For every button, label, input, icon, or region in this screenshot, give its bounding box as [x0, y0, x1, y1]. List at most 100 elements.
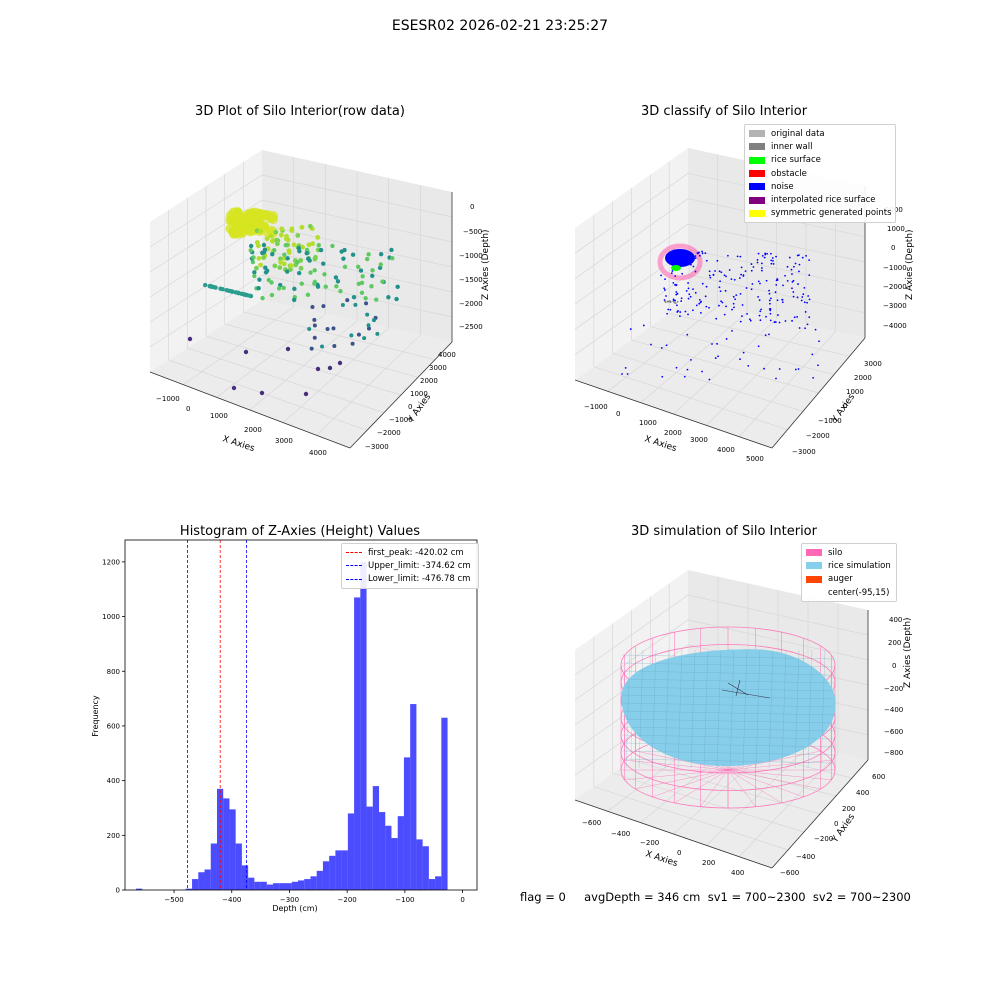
histogram-bar	[341, 850, 348, 890]
data-point	[774, 321, 777, 323]
data-point	[740, 266, 743, 269]
data-point	[316, 243, 321, 248]
data-point	[664, 278, 666, 281]
rice-mesh-line	[794, 649, 800, 769]
legend-swatch	[749, 209, 765, 217]
data-point	[310, 305, 315, 310]
data-point	[685, 253, 688, 256]
histogram-frame	[124, 539, 478, 891]
rice-mesh-line	[690, 649, 696, 769]
legend-entry: rice surface	[749, 154, 891, 167]
data-point	[660, 274, 662, 277]
legend-label: center(-95,15)	[828, 587, 890, 598]
y-tick-label: 400	[107, 777, 120, 785]
data-point	[731, 329, 733, 332]
data-point	[782, 284, 784, 287]
data-point	[798, 254, 800, 257]
data-point	[298, 265, 304, 271]
y-tick-label: 0	[116, 887, 120, 895]
raw-ztick: −2500	[459, 323, 483, 331]
data-point	[224, 287, 229, 293]
data-point	[366, 323, 371, 328]
x-tick-label: −200	[338, 896, 357, 904]
legend-swatch	[749, 143, 765, 151]
classify-xtick: 4000	[717, 446, 735, 454]
legend-swatch	[806, 562, 822, 570]
raw-xlabel: X Axies	[221, 434, 256, 454]
simulation-legend: silo rice simulation auger center(-95,15)	[801, 543, 897, 603]
simulation-3d-plot[interactable]: −600 −400 −200 0 200 400 X Axies 600 400…	[500, 500, 1000, 900]
data-point	[279, 226, 285, 232]
data-point	[281, 285, 286, 291]
data-point	[747, 364, 750, 367]
data-point	[270, 252, 275, 257]
data-point	[299, 224, 305, 230]
rice-mesh-line	[807, 649, 813, 769]
data-point	[733, 278, 736, 281]
data-point	[730, 278, 733, 280]
data-point	[680, 297, 683, 300]
data-point	[708, 270, 711, 273]
data-point	[243, 349, 249, 355]
data-point	[701, 370, 703, 373]
classify-xtick: 2000	[664, 429, 682, 437]
data-point	[709, 276, 712, 279]
data-point	[708, 274, 711, 277]
silo-spoke	[624, 769, 729, 781]
data-point	[728, 269, 731, 271]
data-point	[694, 255, 697, 258]
raw-3d-plot[interactable]: −1000 0 1000 2000 3000 4000 X Axies 4000…	[0, 0, 500, 480]
raw-point-cloud	[187, 207, 400, 397]
data-point	[680, 300, 683, 302]
data-point	[299, 281, 304, 286]
data-point	[750, 263, 753, 265]
data-point	[353, 302, 358, 307]
data-point	[674, 275, 677, 277]
data-point	[742, 351, 745, 354]
rice-mesh-line	[768, 649, 774, 769]
classify-ytick: −1000	[818, 417, 842, 425]
data-point	[798, 270, 800, 273]
classify-ztick: −4000	[883, 322, 907, 330]
data-point	[355, 264, 361, 270]
silo-spoke	[674, 769, 729, 804]
data-point	[732, 302, 735, 305]
data-point	[259, 390, 265, 396]
data-point	[312, 317, 317, 322]
data-point	[720, 300, 722, 303]
simulation-xtick: 400	[731, 869, 744, 877]
data-point	[736, 255, 739, 258]
raw-ytick: 2000	[420, 377, 438, 385]
histogram-chart[interactable]: −500 −400 −300 −200 −100 0 0 200 400 600 800 1000 12…	[0, 520, 500, 920]
data-point	[735, 294, 738, 296]
data-point	[685, 260, 688, 263]
data-point	[366, 252, 371, 257]
legend-label: noise	[771, 181, 794, 192]
histogram-bar	[229, 809, 236, 890]
data-point	[764, 334, 767, 337]
data-point	[291, 242, 297, 248]
data-point	[260, 295, 265, 301]
data-point	[261, 242, 267, 248]
histogram-bar	[310, 876, 317, 890]
simulation-ztick: −400	[884, 706, 903, 714]
data-point	[364, 301, 369, 306]
data-point	[278, 256, 283, 262]
classify-3d-plot[interactable]: −1000 0 1000 2000 3000 4000 5000 X Axies…	[500, 0, 1000, 480]
data-point	[674, 299, 676, 302]
data-point	[665, 344, 668, 347]
raw-ytick: 4000	[438, 351, 456, 359]
histogram-bar	[379, 812, 386, 890]
data-point	[695, 304, 698, 307]
classify-ytick: −3000	[792, 448, 816, 456]
data-point	[366, 326, 371, 331]
data-point	[330, 243, 335, 249]
histogram-bar	[403, 757, 411, 890]
data-point	[256, 286, 261, 291]
data-point	[356, 332, 361, 337]
data-point	[797, 283, 799, 285]
legend-label: silo	[828, 547, 843, 558]
data-point	[250, 259, 256, 265]
data-point	[231, 385, 237, 391]
data-point	[674, 283, 676, 286]
